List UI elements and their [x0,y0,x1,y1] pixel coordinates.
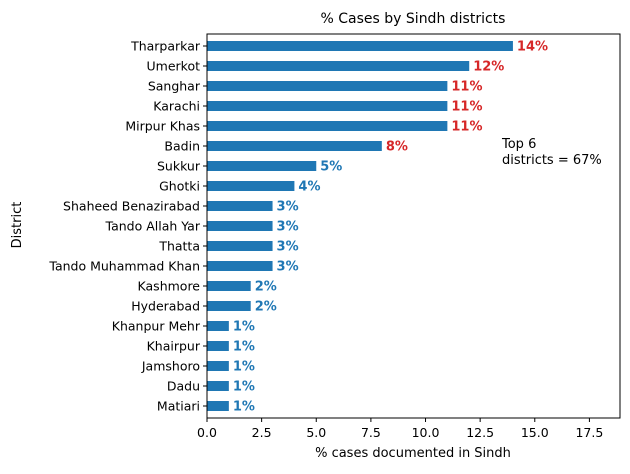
bar-value-label: 1% [233,400,255,415]
y-tick-label: Tando Allah Yar [105,219,201,234]
x-tick-label: 17.5 [575,425,603,440]
bar [207,41,513,51]
bar-value-label: 1% [233,340,255,355]
y-tick-label: Dadu [167,379,200,394]
bar [207,261,273,271]
bar [207,381,229,391]
bar-value-label: 11% [451,120,482,135]
annotation-text: Top 6 districts = 67% [501,137,602,168]
y-tick-label: Shaheed Benazirabad [63,199,200,214]
plot-frame [206,33,621,419]
y-tick-label: Kashmore [138,279,201,294]
data-labels-layer: 14%12%11%11%11%8%5%4%3%3%3%3%2%2%1%1%1%1… [233,40,548,415]
bar-value-label: 3% [277,220,299,235]
bar-value-label: 3% [277,200,299,215]
bars-layer [207,41,513,411]
bar-value-label: 1% [233,320,255,335]
x-tick-label: 5.0 [306,425,326,440]
bar [207,181,295,191]
x-tick-label: 10.0 [412,425,440,440]
bar [207,81,448,91]
y-tick-label: Sanghar [148,79,201,94]
y-tick-label: Thatta [158,239,200,254]
annotation-line: districts = 67% [502,153,602,168]
bar-value-label: 1% [233,360,255,375]
bar [207,241,273,251]
chart-title: % Cases by Sindh districts [321,11,506,27]
y-tick-label: Hyderabad [131,299,200,314]
x-tick-label: 0.0 [197,425,217,440]
bar [207,361,229,371]
bar [207,221,273,231]
bar [207,141,382,151]
bar [207,281,251,291]
y-tick-label: Umerkot [147,59,201,74]
bar-value-label: 1% [233,380,255,395]
bar [207,401,229,411]
annotation-line: Top 6 [501,137,536,152]
bar [207,61,470,71]
bar-value-label: 8% [386,140,408,155]
y-tick-label: Mirpur Khas [125,119,200,134]
bar [207,321,229,331]
y-axis: Tharparkar Umerkot Sanghar Karachi Mirpur Kh… [48,39,207,414]
bar-value-label: 4% [298,180,320,195]
y-tick-label: Khanpur Mehr [112,319,201,334]
bar-value-label: 11% [451,100,482,115]
y-tick-label: Jamshoro [141,359,200,374]
y-tick-label: Karachi [153,99,200,114]
y-axis-label: District [10,202,25,249]
bar [207,301,251,311]
bar-value-label: 3% [277,260,299,275]
x-tick-label: 7.5 [361,425,381,440]
y-tick-label: Badin [164,139,200,154]
y-tick-label: Tharparkar [130,39,201,54]
bar [207,121,448,131]
bar-value-label: 2% [255,280,277,295]
bar-value-label: 11% [451,80,482,95]
x-tick-label: 2.5 [252,425,272,440]
y-tick-label: Khairpur [147,339,201,354]
bar [207,161,317,171]
bar [207,341,229,351]
bar-value-label: 3% [277,240,299,255]
y-tick-label: Ghotki [159,179,200,194]
x-tick-label: 15.0 [521,425,549,440]
bar-value-label: 14% [517,40,548,55]
bar-value-label: 12% [473,60,504,75]
y-tick-label: Matiari [157,399,200,414]
bar-value-label: 5% [320,160,342,175]
x-axis-label: % cases documented in Sindh [315,446,511,461]
bar [207,201,273,211]
x-axis: 0.0 2.5 5.0 7.5 10.0 12.5 15.0 17.5 [197,418,603,440]
y-tick-label: Sukkur [157,159,201,174]
x-tick-label: 12.5 [466,425,494,440]
y-tick-label: Tando Muhammad Khan [48,259,200,274]
bar-value-label: 2% [255,300,277,315]
bar [207,101,448,111]
